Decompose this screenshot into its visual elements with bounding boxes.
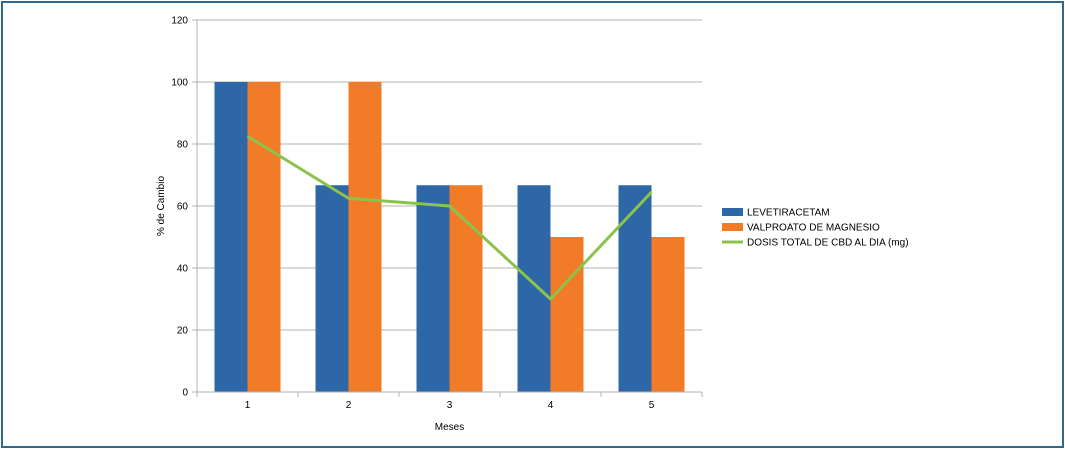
- bar: [449, 185, 483, 392]
- line-series: [246, 134, 653, 301]
- y-tick-label: 0: [182, 388, 188, 399]
- legend-item: DOSIS TOTAL DE CBD AL DIA (mg): [722, 238, 909, 249]
- y-tick-labels: 0 20 40 60 80 100 120: [171, 16, 188, 399]
- y-axis-title: % de Cambio: [156, 176, 167, 236]
- legend-label: DOSIS TOTAL DE CBD AL DIA (mg): [747, 238, 909, 249]
- bars: [214, 82, 685, 392]
- y-tick-label: 120: [171, 16, 188, 27]
- y-tick-label: 100: [171, 78, 188, 89]
- bar: [517, 185, 551, 392]
- x-tick-label: 2: [346, 400, 352, 411]
- x-tick-label: 4: [548, 400, 554, 411]
- legend-swatch: [722, 223, 743, 231]
- bar: [618, 185, 652, 392]
- x-tick-label: 5: [649, 400, 655, 411]
- x-axis-title: Meses: [435, 422, 464, 433]
- legend-label: LEVETIRACETAM: [747, 208, 830, 219]
- x-tick-label: 3: [447, 400, 453, 411]
- legend-item: LEVETIRACETAM: [722, 208, 830, 219]
- axes: [196, 20, 703, 397]
- bar: [348, 82, 382, 392]
- bar: [651, 237, 685, 392]
- x-tick-labels: 1 2 3 4 5: [245, 400, 655, 411]
- bar: [214, 82, 248, 392]
- bar: [550, 237, 584, 392]
- y-tick-label: 60: [177, 202, 189, 213]
- legend-swatch: [722, 208, 743, 216]
- x-tick-label: 1: [245, 400, 251, 411]
- legend-item: VALPROATO DE MAGNESIO: [722, 223, 880, 234]
- bar: [416, 185, 450, 392]
- legend: LEVETIRACETAM VALPROATO DE MAGNESIO DOSIS …: [722, 208, 909, 249]
- y-tick-label: 80: [177, 140, 189, 151]
- y-tick-label: 20: [177, 326, 189, 337]
- legend-label: VALPROATO DE MAGNESIO: [747, 223, 880, 234]
- bar: [315, 185, 349, 392]
- series-line: [246, 134, 653, 301]
- y-tick-label: 40: [177, 264, 189, 275]
- bar: [247, 82, 281, 392]
